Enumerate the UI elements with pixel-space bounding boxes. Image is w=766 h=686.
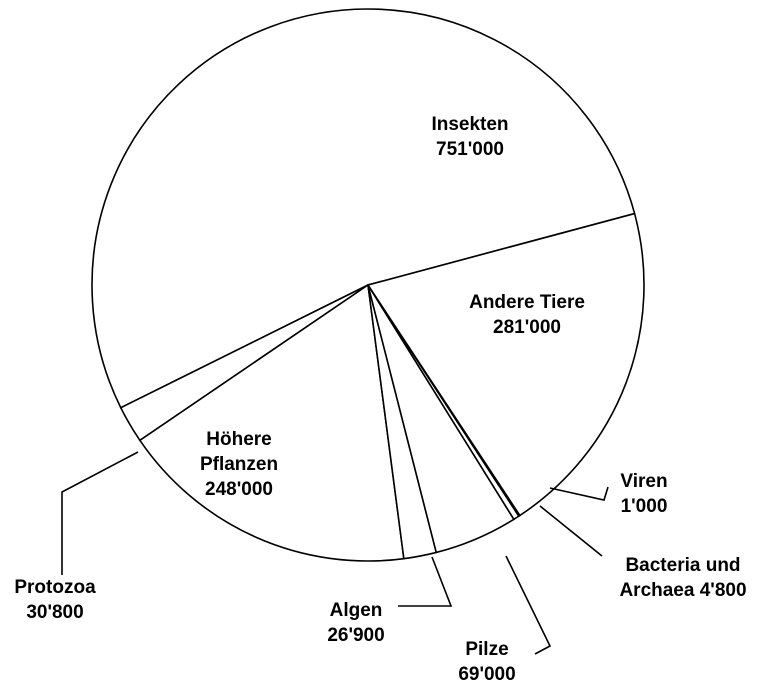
value-label: 751'000 — [436, 139, 504, 160]
value-label: 26'900 — [327, 625, 385, 646]
category-label: Algen — [329, 600, 383, 621]
slice-label: Andere Tiere 281'000 — [447, 290, 607, 340]
value-label: 4'800 — [699, 580, 747, 601]
category-label: Pilze — [465, 639, 509, 660]
category-label: Insekten — [431, 114, 509, 135]
value-label: 281'000 — [493, 317, 561, 338]
slice-label: Viren 1'000 — [604, 469, 684, 519]
category-label: Andere Tiere — [469, 292, 585, 313]
slice-label: Protozoa 30'800 — [0, 575, 110, 625]
value-label: 248'000 — [205, 479, 273, 500]
category-label: Höhere Pflanzen — [199, 429, 279, 475]
pie-slice — [138, 283, 405, 562]
value-label: 1'000 — [620, 496, 668, 517]
slice-label: Bacteria und Archaea 4'800 — [598, 553, 766, 603]
leader-line — [549, 486, 609, 501]
pie-slice — [366, 212, 645, 517]
category-label: Viren — [620, 471, 668, 492]
leader-lines — [61, 451, 609, 655]
leader-line — [61, 451, 139, 575]
slice-label: Insekten 751'000 — [415, 112, 525, 162]
leader-line — [505, 555, 552, 655]
category-label: Protozoa — [14, 577, 96, 598]
category-label: Bacteria und Archaea — [619, 555, 741, 601]
leader-line — [398, 556, 453, 607]
slice-label: Algen 26'900 — [311, 598, 401, 648]
pie-slice — [91, 8, 636, 409]
slice-label: Höhere Pflanzen 248'000 — [184, 427, 294, 502]
value-label: 69'000 — [458, 664, 516, 685]
value-label: 30'800 — [26, 602, 84, 623]
slice-label: Pilze 69'000 — [442, 637, 532, 686]
leader-line — [539, 505, 603, 557]
